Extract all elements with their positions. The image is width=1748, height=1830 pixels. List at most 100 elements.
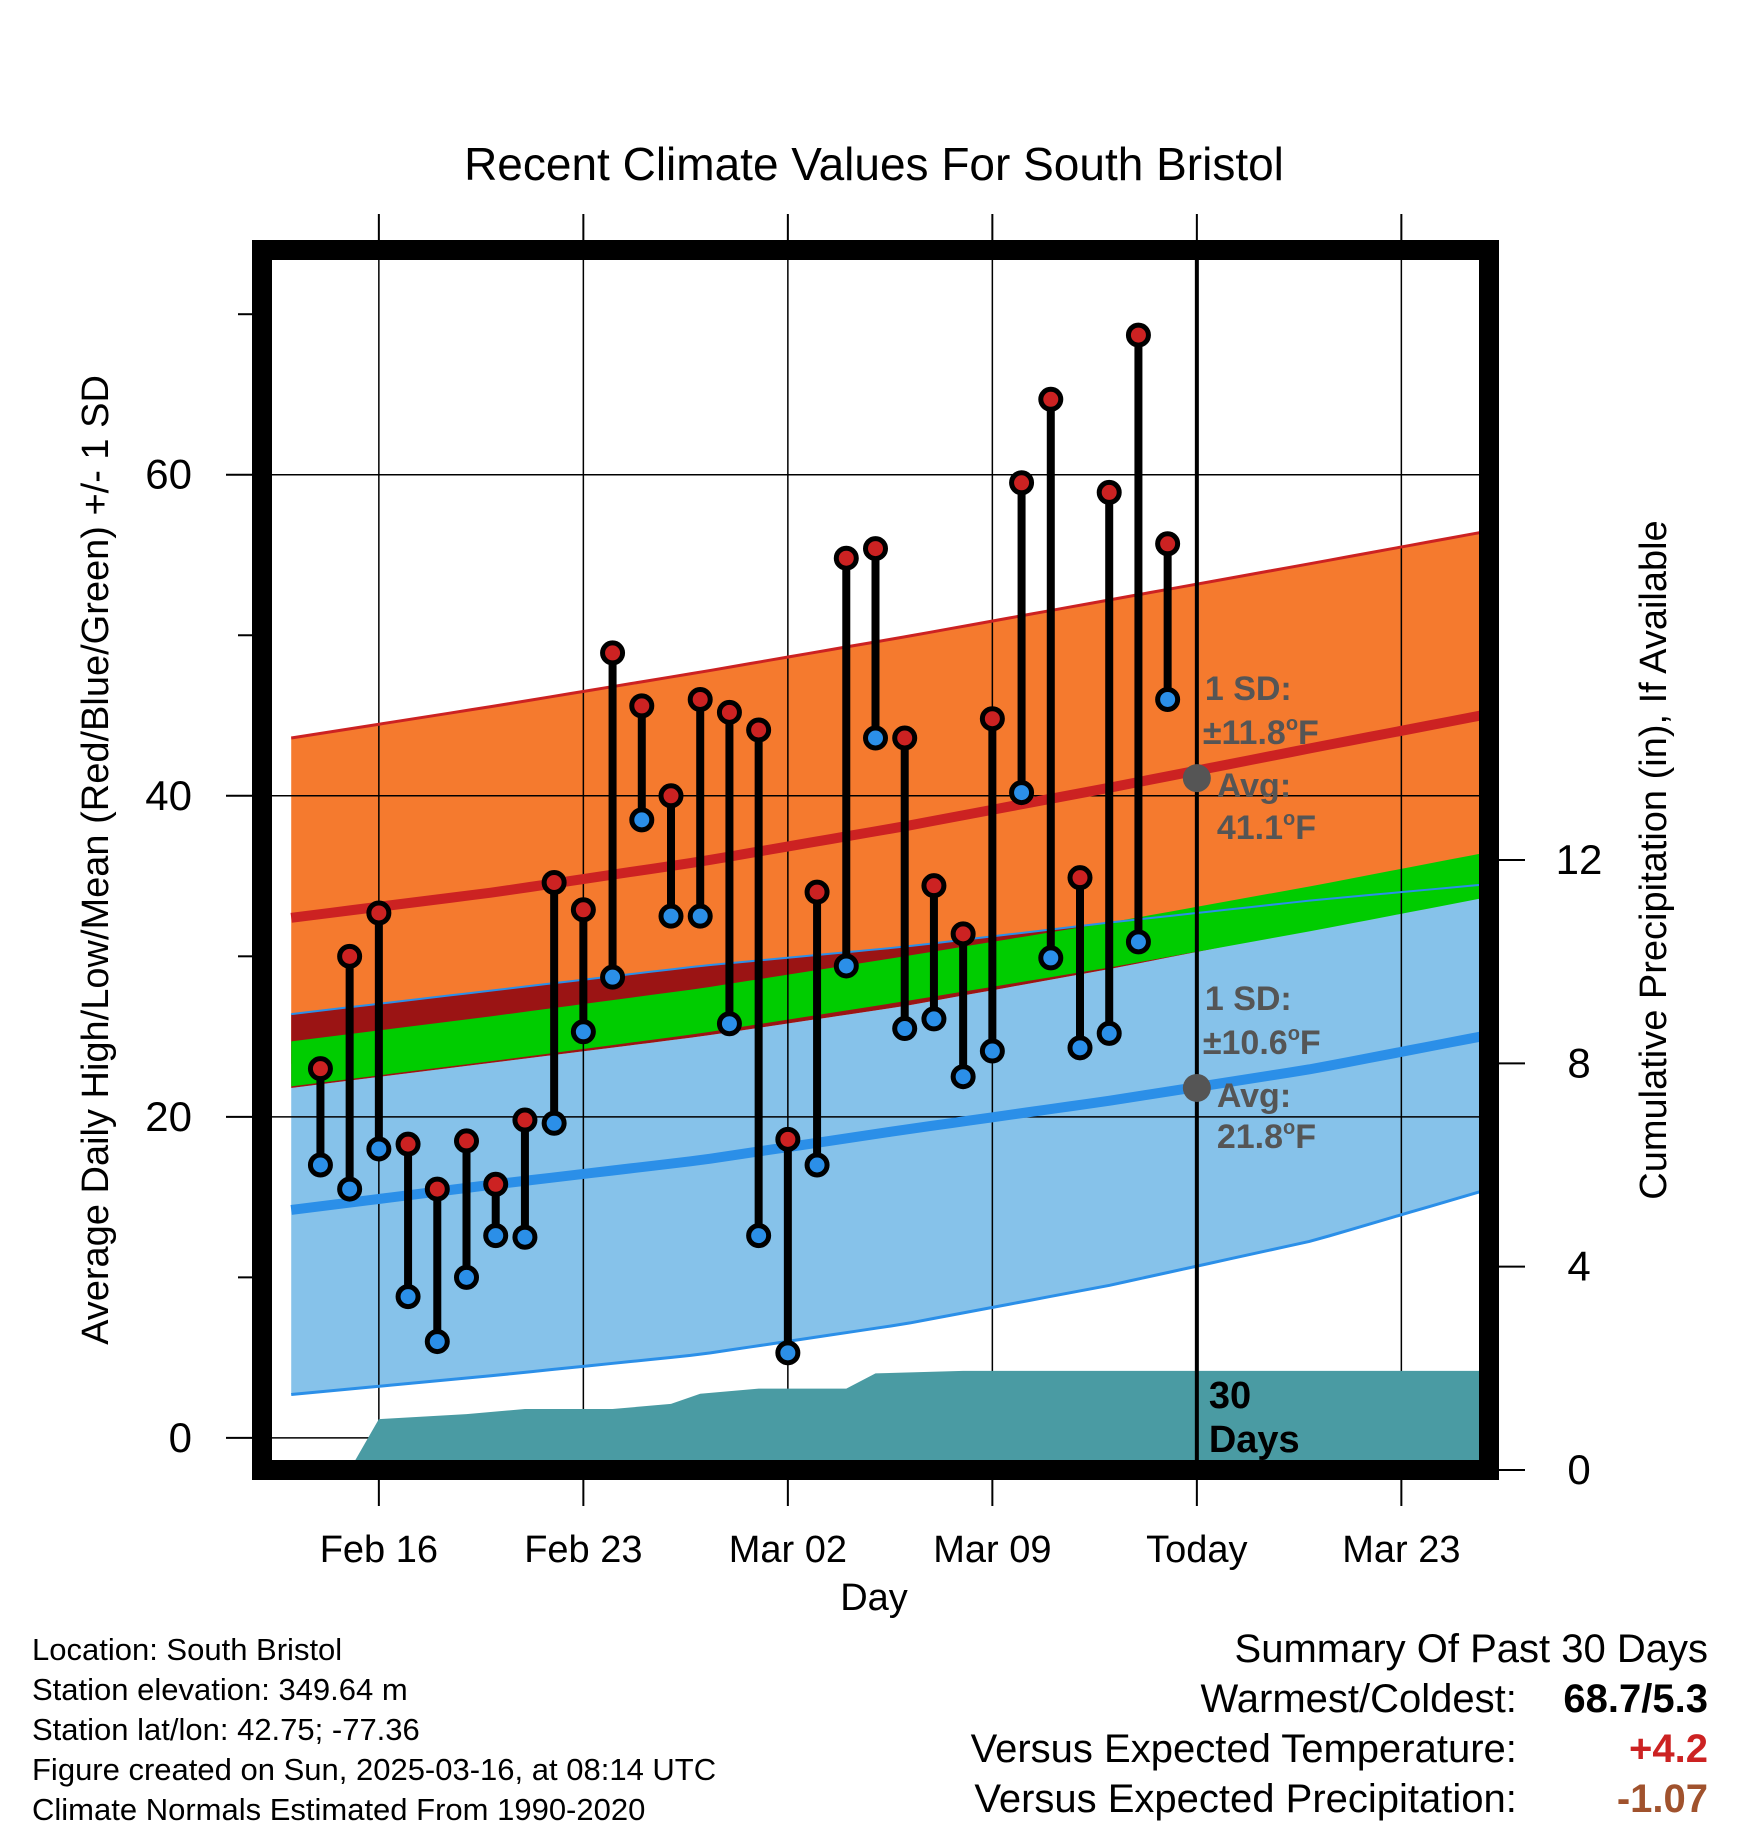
obs-high-point [716,699,742,725]
obs-high-point [541,869,567,895]
low-sd-lower-line [291,1187,1489,1397]
obs-low-point [424,1329,450,1355]
precip-area [320,1370,1489,1470]
obs-high-point [1125,322,1151,348]
high-avg-today-point [1182,764,1211,793]
obs-low-point [1009,780,1035,806]
x-axis-label: Day [840,1577,908,1619]
plot-frame [252,240,1499,1480]
obs-low-point [337,1176,363,1202]
obs-high-point [950,921,976,947]
obs-high-point [1038,386,1064,412]
high-sd-upper-line [290,529,1489,740]
obs-low-point [863,725,888,751]
obs-low-point [892,1016,918,1042]
y-tick-label: 0 [169,1414,192,1461]
high-sd-value: ±11.8oF [1203,713,1319,752]
obs-low-point [1038,945,1064,971]
precip-deviation-row: Versus Expected Precipitation: -1.07 [971,1774,1708,1824]
low-sd-band [291,888,1489,1395]
obs-low-point [629,807,655,833]
obs-low-point [483,1223,509,1249]
y-tick-label: 40 [145,772,192,819]
obs-high-point [337,943,363,969]
obs-high-point [658,783,684,809]
warmest-coldest-value: 68.7/5.3 [1563,1677,1708,1721]
obs-high-point [921,873,947,899]
obs-high-point [1155,531,1181,557]
obs-low-point [395,1284,421,1310]
obs-low-point [1096,1020,1122,1046]
obs-high-point [1067,865,1093,891]
x-tick-label: Feb 16 [320,1529,438,1571]
obs-low-point [366,1136,392,1162]
obs-low-point [658,903,684,929]
y2-tick-label: 0 [1567,1446,1590,1493]
y-axis-label: Average Daily High/Low/Mean (Red/Blue/Gr… [75,375,117,1345]
obs-low-point [600,964,626,990]
obs-low-point [454,1264,479,1290]
obs-high-point [833,545,859,571]
y2-tick-label: 8 [1567,1039,1590,1086]
band-edge-line [291,883,1489,1016]
temp-deviation-label: Versus Expected Temperature: [970,1727,1517,1771]
high-sd-band [291,530,1489,1064]
obs-high-point [629,693,655,719]
precip-deviation-value: -1.07 [1616,1777,1708,1821]
low-sd-value: ±10.6oF [1203,1023,1321,1062]
obs-high-point [366,900,392,926]
obs-low-point [716,1011,742,1037]
station-info: Location: South Bristol Station elevatio… [32,1630,716,1830]
obs-high-point [687,686,713,712]
high-avg-value: 41.1oF [1217,808,1316,847]
obs-high-point [1096,479,1122,505]
obs-low-point [687,903,713,929]
warmest-coldest-label: Warmest/Coldest: [1200,1677,1517,1721]
y2-tick-label: 4 [1567,1243,1590,1290]
obs-low-point [1155,686,1181,712]
daily-observations [307,322,1181,1366]
low-avg-today-point [1182,1073,1211,1102]
normals-text: Climate Normals Estimated From 1990-2020 [32,1792,646,1827]
precip-cumulative-area [320,1370,1489,1470]
obs-low-point [921,1006,947,1032]
obs-low-point [570,1019,596,1045]
obs-low-point [1067,1035,1093,1061]
obs-high-point [454,1128,479,1154]
obs-high-point [863,536,888,562]
obs-high-point [892,725,918,751]
temp-deviation-value: +4.2 [1629,1727,1708,1771]
obs-low-point [512,1224,538,1250]
obs-high-point [746,717,772,743]
x-tick-label: Mar 23 [1342,1529,1460,1571]
obs-high-point [979,706,1005,732]
created-text: Figure created on Sun, 2025-03-16, at 08… [32,1752,717,1787]
obs-high-point [775,1126,801,1152]
y2-tick-label: 12 [1556,836,1603,883]
location-text: Location: South Bristol [32,1632,343,1667]
x-tick-label: Today [1146,1529,1247,1571]
low-sd-label: 1 SD: [1205,980,1292,1018]
temp-deviation-row: Versus Expected Temperature: +4.2 [971,1724,1708,1774]
chart-title: Recent Climate Values For South Bristol [464,138,1284,190]
obs-high-point [483,1171,509,1197]
obs-high-point [570,897,596,923]
summary-title: Summary Of Past 30 Days [1234,1627,1708,1671]
obs-high-point [1009,470,1035,496]
precip-deviation-label: Versus Expected Precipitation: [974,1777,1517,1821]
x-tick-label: Feb 23 [524,1529,642,1571]
low-avg-value: 21.8oF [1217,1117,1316,1156]
axes: 0 20 40 60 0 4 8 12 Feb 16 Feb 23 Mar 02 Mar 09 Toda… [145,214,1602,1571]
obs-low-point [746,1223,772,1249]
obs-high-point [395,1131,421,1157]
obs-low-point [775,1340,801,1366]
y-tick-label: 60 [145,451,192,498]
y2-axis-label: Cumulative Precipitation (in), If Availa… [1633,520,1675,1199]
obs-low-point [307,1152,333,1178]
days-label-line2: Days [1209,1419,1300,1461]
obs-high-point [600,640,626,666]
obs-low-point [1125,929,1151,955]
obs-low-point [979,1038,1005,1064]
normal-bands [291,530,1489,1395]
